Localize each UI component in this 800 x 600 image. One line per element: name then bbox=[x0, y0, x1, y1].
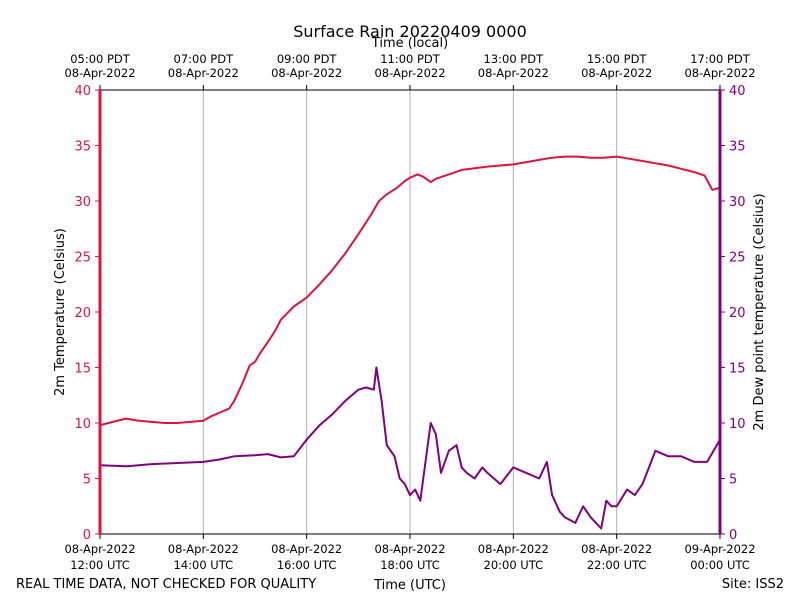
y-tick-label-right: 40 bbox=[729, 84, 746, 99]
x-tick-label-date: 08-Apr-2022 bbox=[168, 542, 239, 556]
y-tick-label-right: 25 bbox=[729, 251, 746, 266]
top-tick-label-time: 05:00 PDT bbox=[70, 52, 131, 66]
x-tick-label-date: 08-Apr-2022 bbox=[478, 542, 549, 556]
y-tick-label-right: 30 bbox=[729, 195, 746, 210]
x-tick-label-date: 08-Apr-2022 bbox=[271, 542, 342, 556]
y-tick-label-right: 10 bbox=[729, 417, 746, 432]
footer-site: Site: ISS2 bbox=[722, 577, 784, 592]
series-layer bbox=[99, 155, 721, 530]
y-tick-label-left: 40 bbox=[74, 84, 91, 99]
top-tick-label-date: 08-Apr-2022 bbox=[478, 66, 549, 80]
y-tick-label-left: 25 bbox=[74, 251, 91, 266]
x-axis-label: Time (UTC) bbox=[373, 578, 446, 593]
y-tick-label-left: 35 bbox=[74, 140, 91, 155]
top-tick-label-date: 08-Apr-2022 bbox=[271, 66, 342, 80]
y-tick-label-right: 20 bbox=[729, 306, 746, 321]
x-tick-label-time: 16:00 UTC bbox=[277, 558, 337, 572]
x-tick-label-date: 08-Apr-2022 bbox=[374, 542, 445, 556]
x-tick-label-date: 08-Apr-2022 bbox=[581, 542, 652, 556]
top-tick-label-date: 08-Apr-2022 bbox=[684, 66, 755, 80]
y-tick-label-right: 0 bbox=[729, 528, 737, 543]
top-tick-label-time: 09:00 PDT bbox=[277, 52, 338, 66]
grid-layer bbox=[99, 90, 721, 534]
chart-title: Surface Rain 20220409 0000 bbox=[293, 22, 527, 41]
top-tick-label-date: 08-Apr-2022 bbox=[374, 66, 445, 80]
x-tick-label-time: 12:00 UTC bbox=[70, 558, 130, 572]
y-tick-label-left: 10 bbox=[74, 417, 91, 432]
top-tick-label-time: 11:00 PDT bbox=[380, 52, 441, 66]
top-tick-label-time: 17:00 PDT bbox=[690, 52, 751, 66]
top-axis-label: Time (local) bbox=[371, 36, 448, 51]
y-tick-label-left: 15 bbox=[74, 362, 91, 377]
series-line-dewpoint bbox=[99, 366, 721, 530]
y-axis-label-left: 2m Temperature (Celsius) bbox=[53, 228, 68, 396]
y-tick-label-right: 5 bbox=[729, 473, 737, 488]
x-tick-label-time: 20:00 UTC bbox=[484, 558, 544, 572]
x-tick-label-date: 09-Apr-2022 bbox=[684, 542, 755, 556]
x-tick-label-time: 00:00 UTC bbox=[690, 558, 750, 572]
x-tick-label-time: 14:00 UTC bbox=[174, 558, 234, 572]
top-tick-label-time: 07:00 PDT bbox=[174, 52, 235, 66]
footer-disclaimer: REAL TIME DATA, NOT CHECKED FOR QUALITY bbox=[16, 577, 316, 592]
y-tick-label-left: 30 bbox=[74, 195, 91, 210]
y-tick-label-left: 20 bbox=[74, 306, 91, 321]
y-tick-label-left: 0 bbox=[83, 528, 91, 543]
x-tick-label-time: 18:00 UTC bbox=[380, 558, 440, 572]
y-tick-label-right: 15 bbox=[729, 362, 746, 377]
ticks-layer: 0 0 5 5 10 10 15 15 20 20 25 25 30 30 35 35 40 40 08-Apr-2… bbox=[64, 52, 755, 572]
top-tick-label-date: 08-Apr-2022 bbox=[64, 66, 135, 80]
top-tick-label-date: 08-Apr-2022 bbox=[168, 66, 239, 80]
y-tick-label-left: 5 bbox=[83, 473, 91, 488]
x-tick-label-time: 22:00 UTC bbox=[587, 558, 647, 572]
top-tick-label-time: 15:00 PDT bbox=[587, 52, 648, 66]
y-axis-label-right: 2m Dew point temperature (Celsius) bbox=[752, 193, 767, 430]
y-tick-label-right: 35 bbox=[729, 140, 746, 155]
top-tick-label-time: 13:00 PDT bbox=[484, 52, 545, 66]
x-tick-label-date: 08-Apr-2022 bbox=[64, 542, 135, 556]
series-line-temperature bbox=[99, 155, 721, 427]
top-tick-label-date: 08-Apr-2022 bbox=[581, 66, 652, 80]
